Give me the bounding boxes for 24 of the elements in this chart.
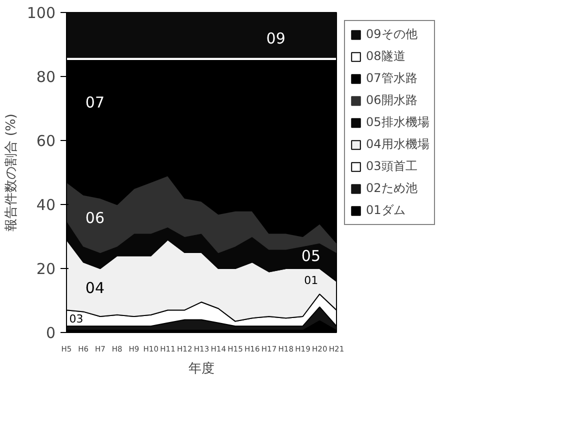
y-tick-label: 100: [26, 4, 56, 22]
legend-label: 01ダム: [366, 202, 406, 219]
annotation: 03: [69, 312, 84, 326]
y-tick-label: 60: [36, 132, 56, 150]
y-tick-label: 0: [46, 324, 56, 342]
x-axis-title: 年度: [188, 360, 214, 376]
y-tick-label: 40: [36, 196, 56, 214]
legend-label: 05排水機場: [366, 114, 430, 131]
y-tick-label: 80: [36, 68, 56, 86]
legend-label: 04用水機場: [366, 136, 430, 153]
annotation: 06: [85, 208, 104, 227]
legend-label: 07管水路: [366, 70, 418, 87]
annotation: 09: [266, 30, 286, 48]
legend-label: 09その他: [366, 26, 418, 43]
legend-label: 08隧道: [366, 48, 406, 65]
annotation: 05: [301, 247, 320, 266]
legend-label: 03頭首工: [366, 158, 418, 175]
annotation: 04: [85, 279, 104, 298]
y-tick-label: 20: [36, 260, 56, 278]
annotation: 01: [304, 274, 318, 288]
annotation: 07: [85, 94, 104, 112]
y-axis-title: 報告件数の割合 (%): [4, 114, 19, 232]
legend-label: 06開水路: [366, 92, 418, 109]
legend-label: 02ため池: [366, 180, 418, 197]
